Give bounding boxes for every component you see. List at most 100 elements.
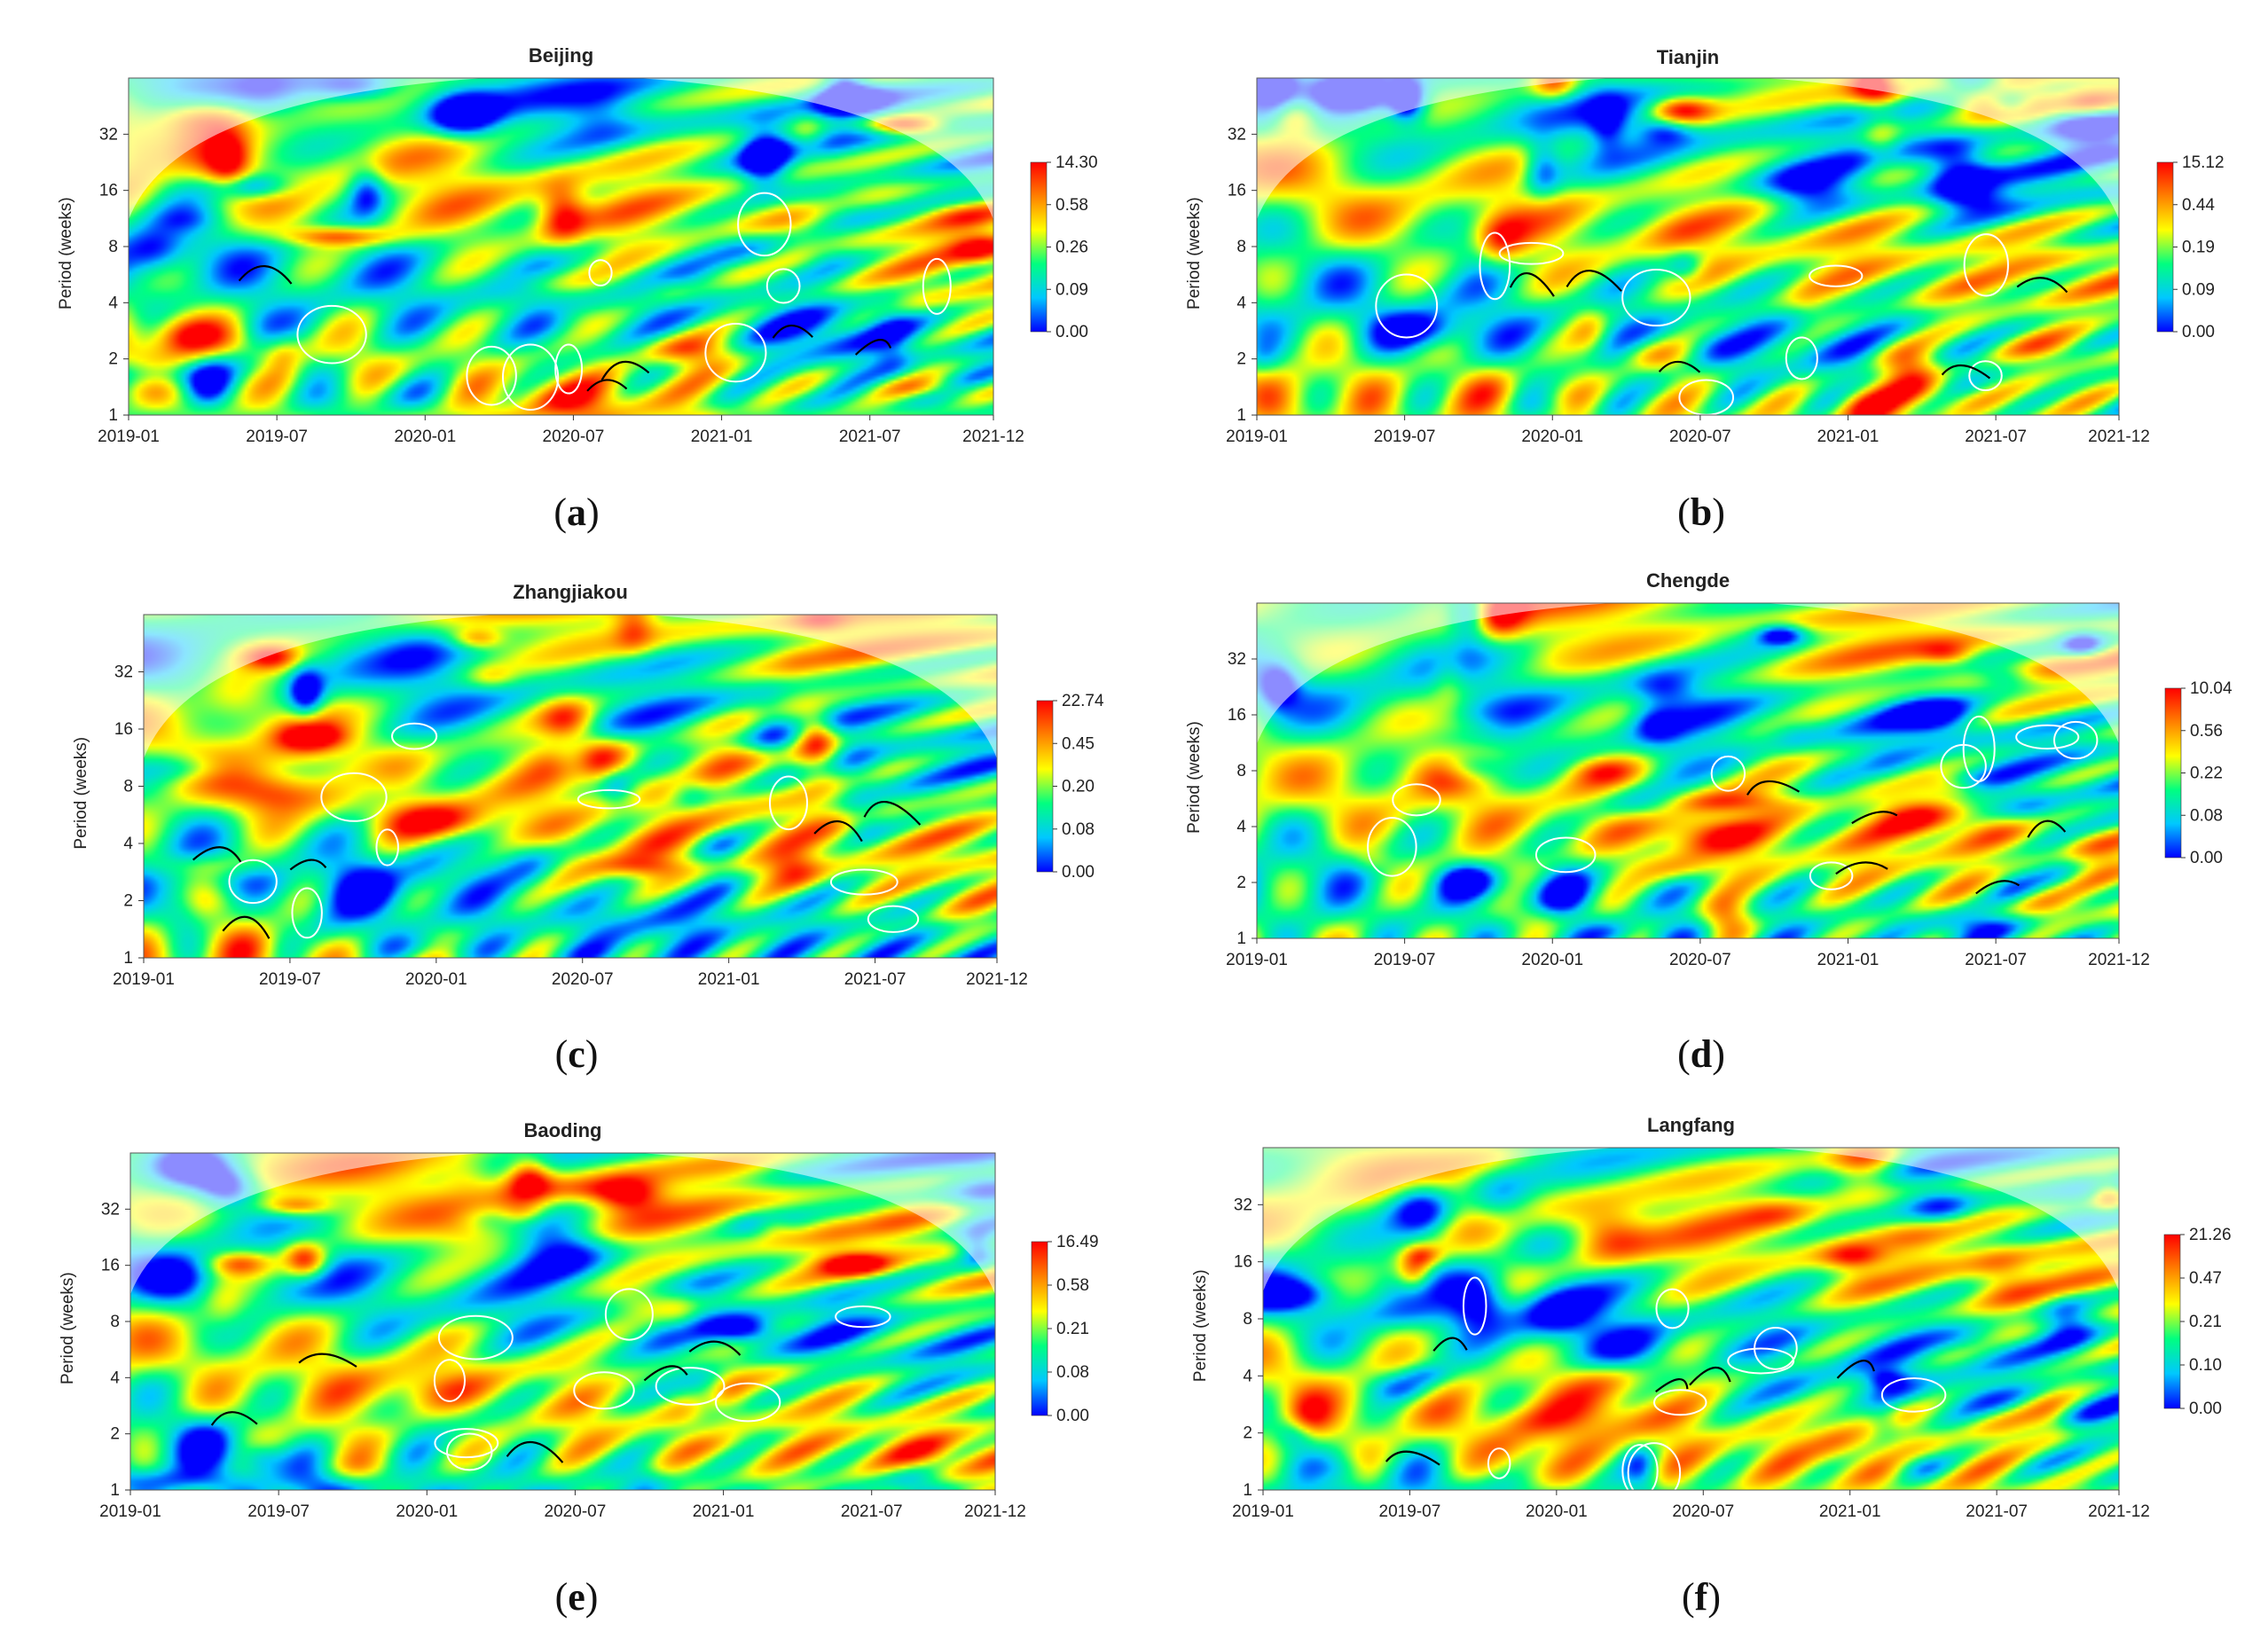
colorbar-tick-label: 0.08 bbox=[1056, 1363, 1089, 1382]
significance-contour bbox=[1498, 241, 1565, 265]
y-tick-label: 2 bbox=[123, 892, 133, 911]
ridge-line bbox=[506, 1441, 564, 1463]
y-tick-label: 4 bbox=[1243, 1367, 1252, 1385]
ridge-line bbox=[1655, 1378, 1689, 1393]
significance-contour bbox=[704, 323, 767, 383]
significance-contour bbox=[434, 1428, 499, 1459]
colorbar-tick-label: 0.58 bbox=[1056, 196, 1088, 215]
ridge-line bbox=[1432, 1337, 1468, 1352]
y-tick-label: 16 bbox=[101, 1257, 120, 1275]
x-tick-label: 2019-01 bbox=[1226, 427, 1288, 446]
colorbar-tick-label: 0.00 bbox=[1056, 1407, 1089, 1425]
y-tick-label: 8 bbox=[1236, 238, 1246, 256]
colorbar-tick-label: 0.44 bbox=[2182, 196, 2215, 215]
x-tick-label: 2021-01 bbox=[693, 1502, 755, 1521]
y-tick-label: 32 bbox=[1234, 1196, 1252, 1214]
ridge-line bbox=[854, 339, 892, 356]
ridge-line bbox=[1385, 1450, 1440, 1466]
significance-contour bbox=[655, 1367, 726, 1406]
y-tick-label: 1 bbox=[1236, 929, 1246, 948]
significance-contour bbox=[1653, 1389, 1707, 1416]
chart-title: Tianjin bbox=[1657, 46, 1720, 68]
y-tick-label: 1 bbox=[110, 1481, 120, 1500]
x-tick-label: 2020-07 bbox=[1672, 1502, 1734, 1521]
x-tick-label: 2019-07 bbox=[247, 1502, 310, 1521]
cone-of-influence bbox=[1257, 78, 2119, 220]
y-tick-label: 8 bbox=[123, 778, 133, 796]
colorbar-tick-label: 0.09 bbox=[1056, 280, 1088, 299]
ridge-line bbox=[192, 846, 242, 863]
significance-contour bbox=[433, 1359, 467, 1402]
y-tick-label: 1 bbox=[123, 949, 133, 968]
x-tick-label: 2019-01 bbox=[98, 427, 160, 446]
ridge-line bbox=[1835, 861, 1888, 875]
significance-contour bbox=[437, 1314, 514, 1361]
x-tick-label: 2021-12 bbox=[2088, 1502, 2150, 1521]
y-tick-label: 4 bbox=[1236, 818, 1246, 836]
x-tick-label: 2020-01 bbox=[1526, 1502, 1588, 1521]
significance-contour bbox=[1621, 269, 1691, 327]
colorbar-tick-label: 0.09 bbox=[2182, 280, 2215, 299]
colorbar-tick-label: 0.10 bbox=[2189, 1356, 2222, 1375]
significance-contour bbox=[375, 828, 399, 867]
y-tick-label: 8 bbox=[1243, 1310, 1252, 1329]
heatmap-image bbox=[130, 1153, 995, 1490]
ridge-line bbox=[1509, 272, 1555, 297]
colorbar-tick-label: 21.26 bbox=[2189, 1226, 2232, 1244]
significance-contour bbox=[768, 775, 808, 831]
x-tick-label: 2019-07 bbox=[246, 427, 308, 446]
x-tick-label: 2020-01 bbox=[394, 427, 456, 446]
x-tick-label: 2021-12 bbox=[964, 1502, 1026, 1521]
significance-contour bbox=[1809, 861, 1854, 890]
significance-contour bbox=[1963, 233, 2009, 297]
significance-contour bbox=[604, 1288, 654, 1341]
y-tick-label: 1 bbox=[1236, 406, 1246, 425]
y-tick-label: 4 bbox=[1236, 294, 1246, 312]
x-tick-label: 2020-07 bbox=[1669, 951, 1731, 969]
cone-of-influence bbox=[144, 615, 997, 759]
cone-of-influence bbox=[1263, 1148, 2119, 1292]
x-tick-label: 2019-07 bbox=[1374, 951, 1436, 969]
significance-contour bbox=[501, 343, 560, 412]
y-tick-label: 4 bbox=[123, 835, 133, 853]
colorbar-tick-label: 0.22 bbox=[2190, 765, 2223, 783]
x-tick-label: 2021-01 bbox=[691, 427, 753, 446]
x-tick-label: 2020-01 bbox=[396, 1502, 458, 1521]
y-tick-label: 2 bbox=[110, 1425, 120, 1444]
ridge-line bbox=[1975, 880, 2021, 895]
x-tick-label: 2021-01 bbox=[698, 970, 760, 989]
y-axis-label: Period (weeks) bbox=[72, 737, 90, 850]
colorbar-tick-label: 0.00 bbox=[2190, 849, 2223, 867]
significance-contour bbox=[1375, 273, 1439, 339]
x-tick-label: 2020-01 bbox=[1521, 427, 1583, 446]
x-tick-label: 2019-07 bbox=[1379, 1502, 1441, 1521]
y-tick-label: 16 bbox=[1228, 182, 1246, 200]
x-tick-label: 2021-07 bbox=[839, 427, 901, 446]
y-tick-label: 4 bbox=[108, 294, 118, 312]
x-tick-label: 2021-01 bbox=[1819, 1502, 1881, 1521]
x-tick-label: 2021-07 bbox=[1965, 951, 2027, 969]
significance-contour bbox=[737, 192, 792, 257]
chart-title: Zhangjiakou bbox=[513, 581, 628, 603]
ridge-line bbox=[688, 1340, 742, 1356]
x-tick-label: 2019-01 bbox=[113, 970, 175, 989]
significance-contour bbox=[466, 345, 517, 406]
y-tick-label: 16 bbox=[99, 182, 118, 200]
significance-contour bbox=[1710, 755, 1746, 792]
chart-title: Beijing bbox=[529, 44, 593, 67]
significance-contour bbox=[715, 1382, 781, 1423]
ridge-line bbox=[298, 1353, 357, 1368]
x-tick-label: 2019-01 bbox=[99, 1502, 161, 1521]
colorbar-tick-label: 0.21 bbox=[2189, 1313, 2222, 1331]
significance-contour bbox=[867, 905, 920, 933]
y-tick-label: 2 bbox=[1243, 1424, 1252, 1443]
significance-contour bbox=[1534, 836, 1597, 874]
significance-contour bbox=[1968, 360, 2003, 392]
chart-title: Baoding bbox=[524, 1119, 602, 1141]
x-tick-label: 2021-07 bbox=[844, 970, 906, 989]
ridge-line bbox=[289, 859, 327, 871]
x-tick-label: 2020-07 bbox=[543, 427, 605, 446]
x-tick-label: 2019-01 bbox=[1232, 1502, 1294, 1521]
